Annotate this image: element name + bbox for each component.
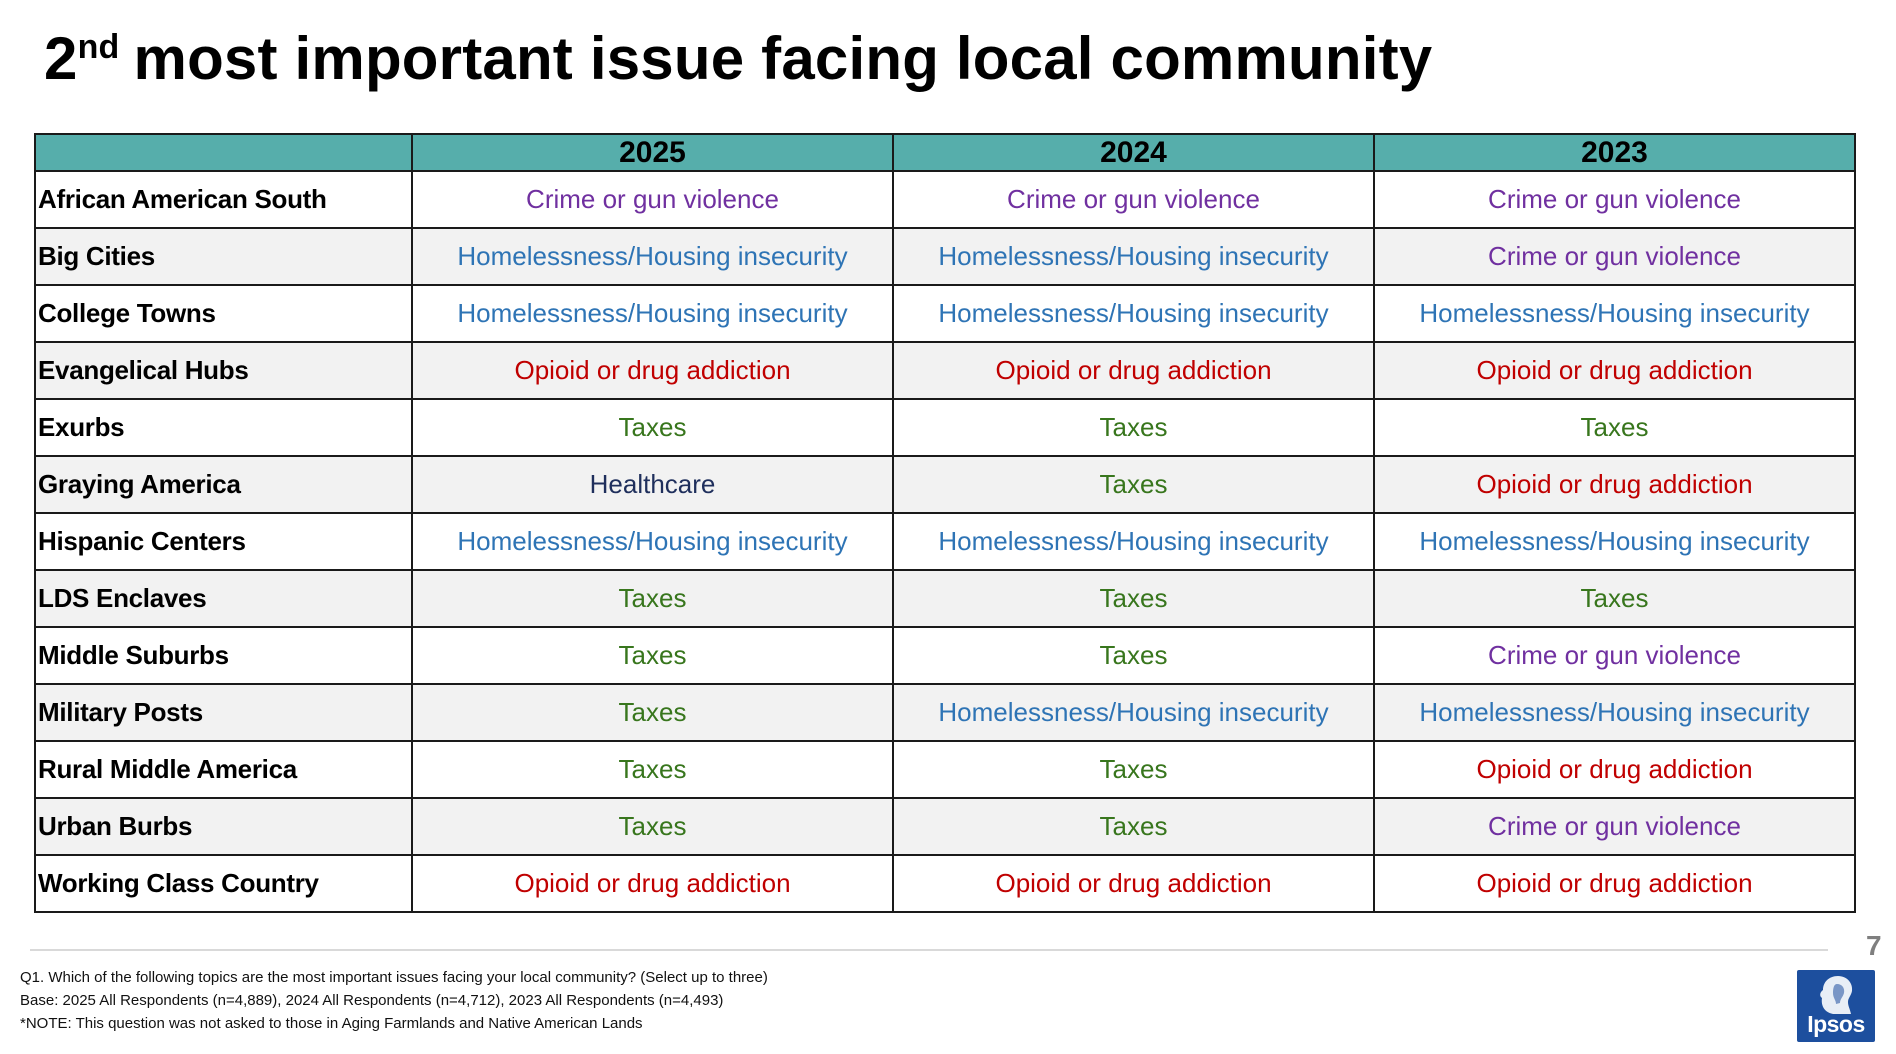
table-row: Exurbs Taxes Taxes Taxes [34,398,1856,457]
issue-cell: Opioid or drug addiction [892,854,1375,913]
table-row: College Towns Homelessness/Housing insecu… [34,284,1856,343]
row-label: Graying America [34,455,413,514]
table-row: Rural Middle America Taxes Taxes Opioid or … [34,740,1856,799]
row-label: Military Posts [34,683,413,742]
footnotes: Q1. Which of the following topics are th… [20,966,768,1035]
row-label: Big Cities [34,227,413,286]
issues-table: 2025 2024 2023 African American South Cri… [34,133,1856,913]
issue-cell: Taxes [892,455,1375,514]
issue-cell: Homelessness/Housing insecurity [892,512,1375,571]
issue-cell: Taxes [411,683,894,742]
issue-cell: Taxes [411,626,894,685]
row-label: College Towns [34,284,413,343]
issue-cell: Homelessness/Housing insecurity [1373,512,1856,571]
issue-cell: Homelessness/Housing insecurity [411,512,894,571]
page-title: 2nd most important issue facing local com… [44,24,1432,93]
table-row: Military Posts Taxes Homelessness/Housing … [34,683,1856,742]
issue-cell: Healthcare [411,455,894,514]
issue-cell: Opioid or drug addiction [411,341,894,400]
issue-cell: Taxes [892,626,1375,685]
issue-cell: Homelessness/Housing insecurity [892,227,1375,286]
issue-cell: Homelessness/Housing insecurity [411,227,894,286]
issue-cell: Taxes [892,797,1375,856]
issue-cell: Crime or gun violence [1373,227,1856,286]
issue-cell: Taxes [411,797,894,856]
row-label: Exurbs [34,398,413,457]
issue-cell: Taxes [892,398,1375,457]
row-label: Working Class Country [34,854,413,913]
header-blank [34,133,413,172]
footnote-base: Base: 2025 All Respondents (n=4,889), 20… [20,992,724,1009]
ipsos-head-icon [1820,976,1853,1014]
table-row: LDS Enclaves Taxes Taxes Taxes [34,569,1856,628]
issue-cell: Crime or gun violence [411,170,894,229]
title-text: most important issue facing local commun… [133,25,1433,92]
table-row: Evangelical Hubs Opioid or drug addiction… [34,341,1856,400]
issue-cell: Crime or gun violence [1373,626,1856,685]
issue-cell: Homelessness/Housing insecurity [1373,284,1856,343]
issue-cell: Homelessness/Housing insecurity [1373,683,1856,742]
issue-cell: Crime or gun violence [1373,797,1856,856]
table-row: Working Class Country Opioid or drug addi… [34,854,1856,913]
footer-divider [30,949,1828,951]
issue-cell: Opioid or drug addiction [1373,854,1856,913]
table-row: Graying America Healthcare Taxes Opioid or … [34,455,1856,514]
table-row: Big Cities Homelessness/Housing insecurit… [34,227,1856,286]
issue-cell: Taxes [411,569,894,628]
title-superscript: nd [77,28,120,66]
issue-cell: Taxes [1373,569,1856,628]
header-row: 2025 2024 2023 [34,133,1856,172]
issue-cell: Taxes [892,569,1375,628]
issue-cell: Opioid or drug addiction [411,854,894,913]
header-year: 2024 [892,133,1375,172]
issue-cell: Crime or gun violence [1373,170,1856,229]
issue-cell: Taxes [411,740,894,799]
table-row: African American South Crime or gun viole… [34,170,1856,229]
row-label: Urban Burbs [34,797,413,856]
logo-text: Ipsos [1807,1011,1865,1037]
issue-cell: Crime or gun violence [892,170,1375,229]
row-label: African American South [34,170,413,229]
row-label: Middle Suburbs [34,626,413,685]
table-row: Middle Suburbs Taxes Taxes Crime or gun vio… [34,626,1856,685]
table-row: Hispanic Centers Homelessness/Housing ins… [34,512,1856,571]
row-label: Evangelical Hubs [34,341,413,400]
ipsos-logo: Ipsos [1797,970,1875,1042]
row-label: LDS Enclaves [34,569,413,628]
issue-cell: Taxes [1373,398,1856,457]
footnote-question: Q1. Which of the following topics are th… [20,969,768,986]
issue-cell: Homelessness/Housing insecurity [411,284,894,343]
footnote-note: *NOTE: This question was not asked to th… [20,1015,643,1032]
issue-cell: Opioid or drug addiction [1373,740,1856,799]
header-year: 2025 [411,133,894,172]
issue-cell: Homelessness/Housing insecurity [892,683,1375,742]
issue-cell: Opioid or drug addiction [1373,455,1856,514]
header-year: 2023 [1373,133,1856,172]
issue-cell: Homelessness/Housing insecurity [892,284,1375,343]
page-number: 7 [1866,930,1882,961]
issue-cell: Opioid or drug addiction [1373,341,1856,400]
title-number: 2 [44,25,78,92]
row-label: Rural Middle America [34,740,413,799]
issue-cell: Opioid or drug addiction [892,341,1375,400]
table-row: Urban Burbs Taxes Taxes Crime or gun violen… [34,797,1856,856]
issue-cell: Taxes [892,740,1375,799]
issue-cell: Taxes [411,398,894,457]
row-label: Hispanic Centers [34,512,413,571]
